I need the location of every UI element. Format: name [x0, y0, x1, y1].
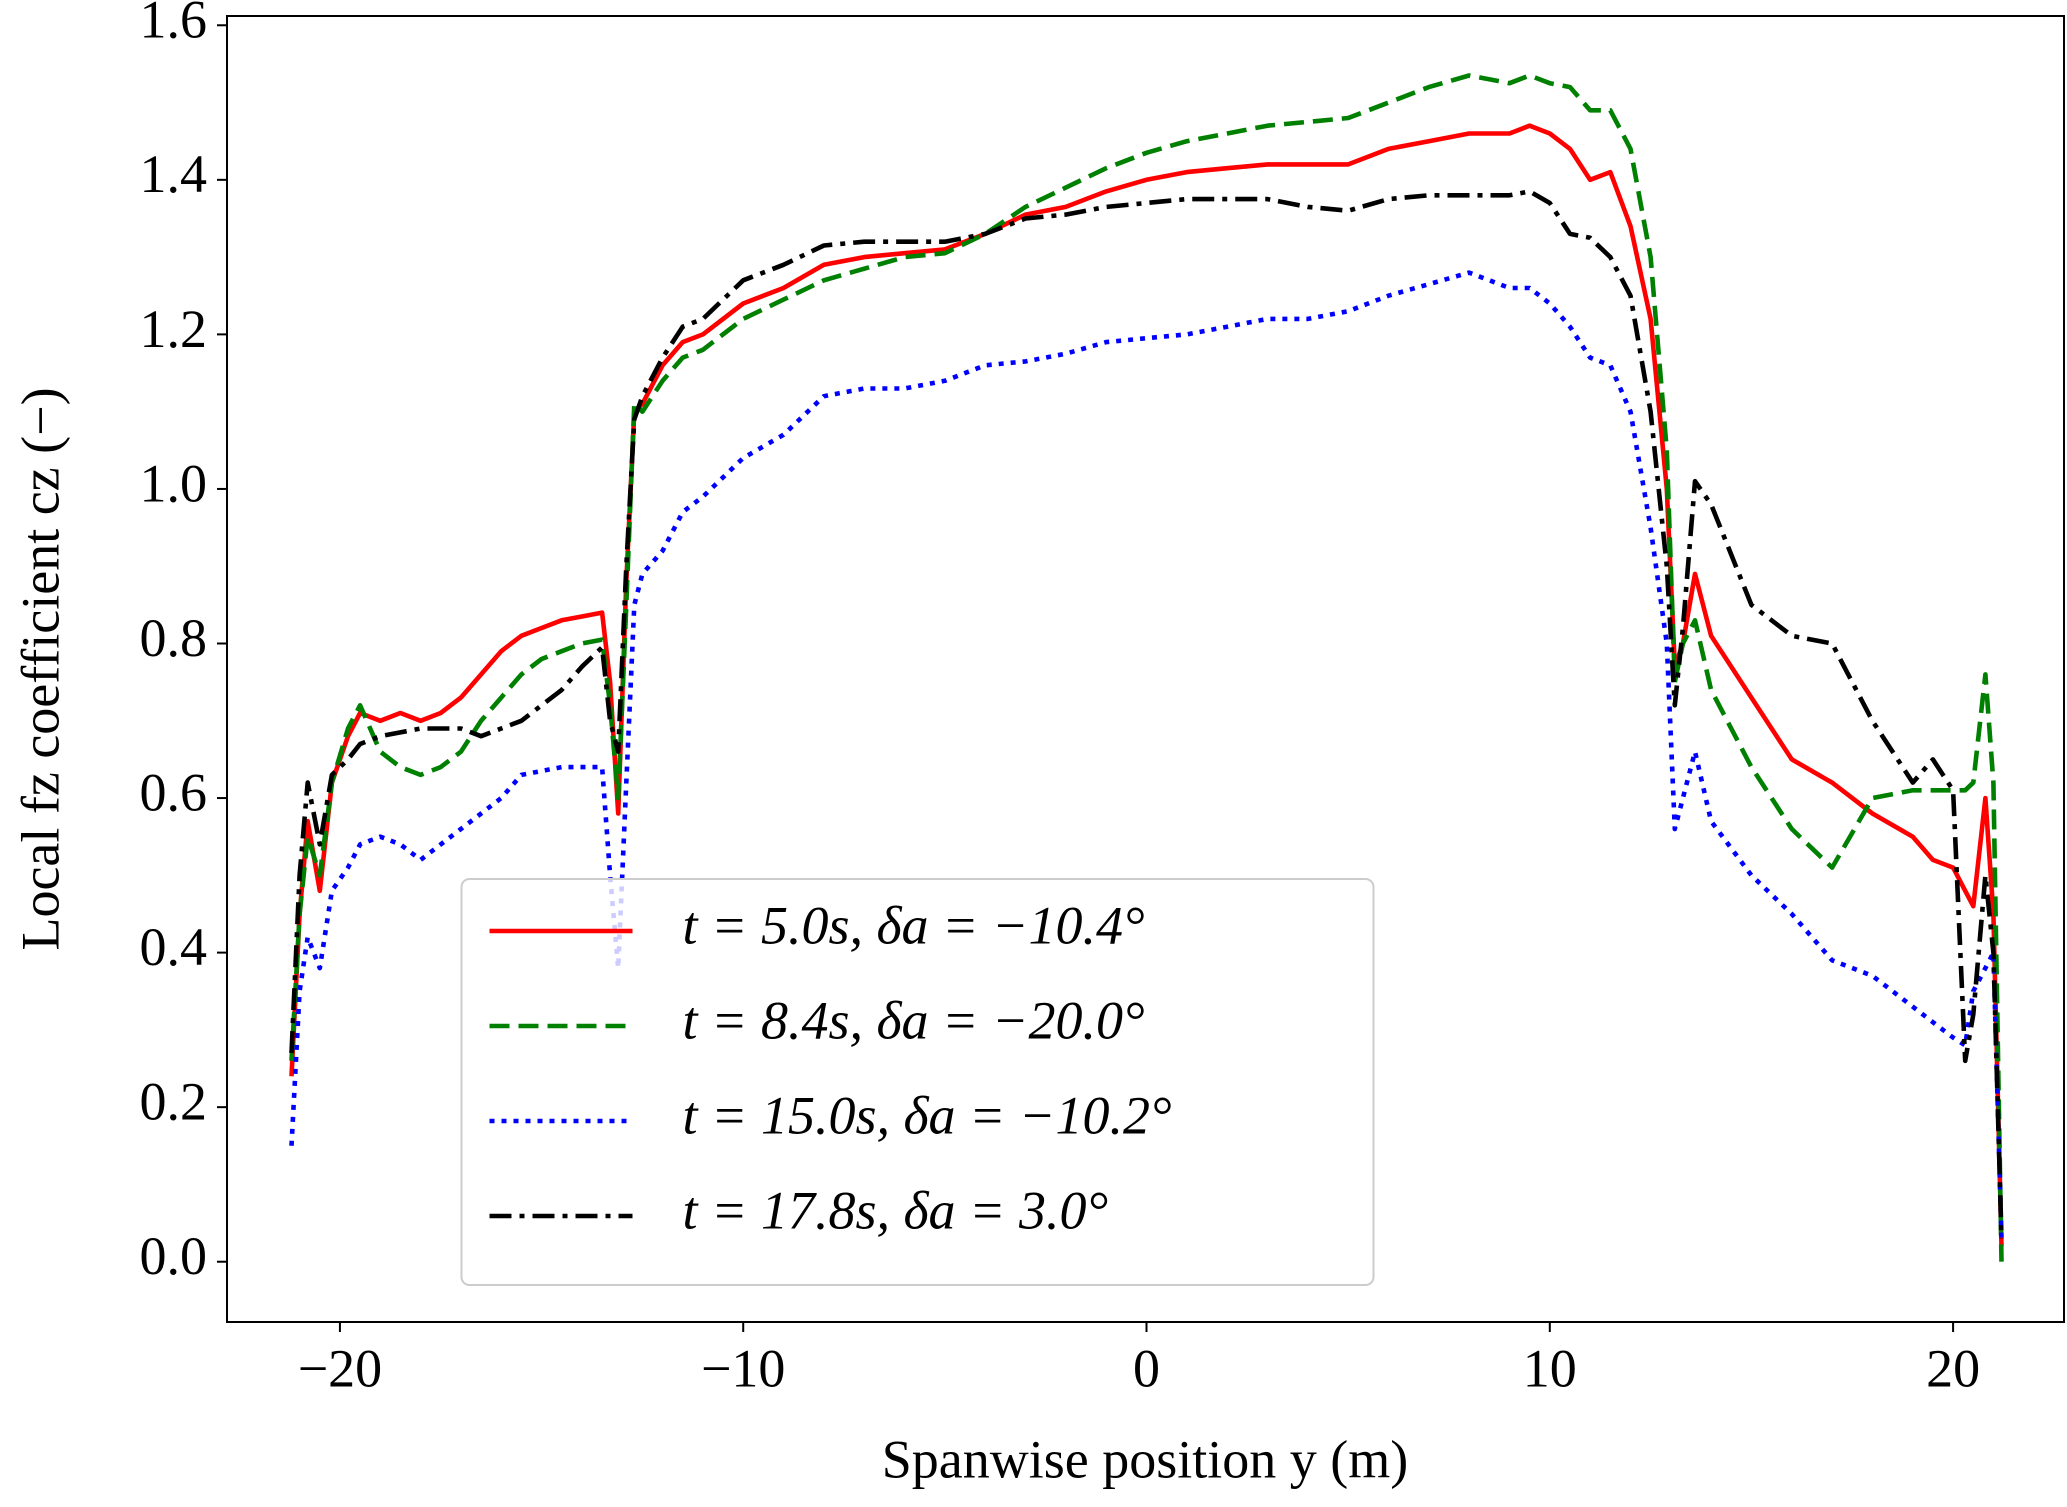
series-line [289, 123, 2004, 1247]
y-tick-label: 0.4 [140, 917, 208, 977]
y-tick-label: 1.0 [140, 453, 208, 513]
legend-label: t = 15.0s, δa = −10.2° [683, 1085, 1172, 1145]
x-tick-label: −10 [701, 1338, 785, 1398]
y-tick-label: 1.4 [140, 144, 208, 204]
legend-label: t = 17.8s, δa = 3.0° [683, 1180, 1109, 1240]
y-tick-label: 1.2 [140, 299, 208, 359]
y-tick-label: 0.2 [140, 1072, 208, 1132]
series-line [289, 189, 2004, 1239]
y-tick-label: 1.6 [140, 0, 208, 50]
y-axis-label: Local fz coefficient cz (−) [10, 387, 70, 950]
x-tick-label: 0 [1133, 1338, 1160, 1398]
series-line [289, 73, 2004, 1262]
y-tick-label: 0.6 [140, 762, 208, 822]
legend-label: t = 5.0s, δa = −10.4° [683, 895, 1145, 955]
y-tick-label: 0.0 [140, 1226, 208, 1286]
y-tick-label: 0.8 [140, 608, 208, 668]
x-axis-label: Spanwise position y (m) [882, 1429, 1408, 1489]
x-tick-label: 20 [1926, 1338, 1980, 1398]
x-tick-label: −20 [298, 1338, 382, 1398]
legend-label: t = 8.4s, δa = −20.0° [683, 990, 1145, 1050]
legend-box [460, 878, 1375, 1286]
plot-frame [226, 15, 2065, 1323]
x-tick-label: 10 [1523, 1338, 1577, 1398]
